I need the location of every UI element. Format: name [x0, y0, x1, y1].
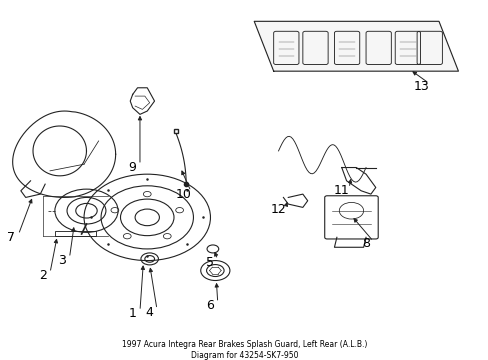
Text: 9: 9 [128, 161, 136, 174]
Text: 10: 10 [175, 188, 191, 201]
Polygon shape [254, 21, 458, 71]
Text: 3: 3 [58, 254, 66, 267]
Text: 6: 6 [206, 299, 214, 312]
Text: 5: 5 [206, 256, 214, 269]
Text: 12: 12 [270, 203, 286, 216]
Text: 11: 11 [333, 184, 349, 197]
Text: 4: 4 [145, 306, 153, 319]
Text: 1: 1 [128, 307, 136, 320]
Text: 8: 8 [361, 238, 369, 251]
Text: 2: 2 [39, 269, 46, 282]
Text: 13: 13 [413, 80, 429, 93]
Text: 1997 Acura Integra Rear Brakes Splash Guard, Left Rear (A.L.B.)
Diagram for 4325: 1997 Acura Integra Rear Brakes Splash Gu… [122, 340, 366, 360]
Text: 7: 7 [7, 231, 15, 244]
